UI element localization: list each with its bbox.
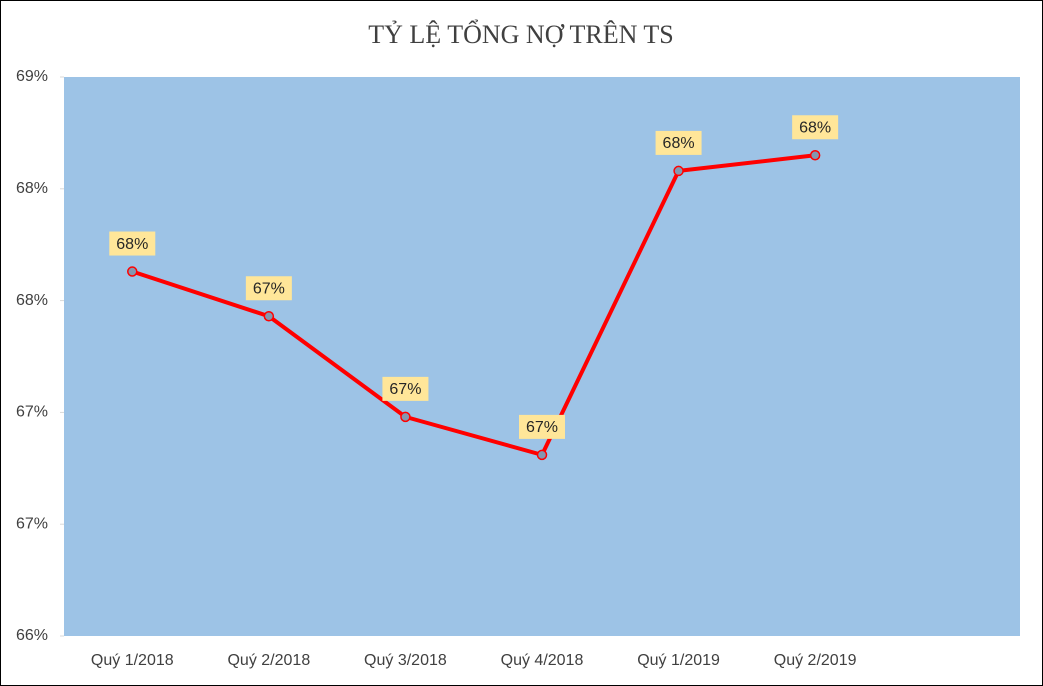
- y-tick-label: 68%: [16, 292, 48, 309]
- x-tick-label: Quý 1/2018: [91, 652, 174, 669]
- data-label-box: [382, 376, 429, 401]
- data-point: [536, 449, 548, 461]
- x-tick-label: Quý 4/2018: [501, 652, 584, 669]
- data-label-box: [109, 231, 156, 256]
- x-tick-label: Quý 1/2019: [637, 652, 720, 669]
- data-label: 68%: [663, 135, 695, 152]
- data-label-box: [792, 115, 839, 140]
- y-tick-label: 68%: [16, 180, 48, 197]
- data-label: 68%: [116, 236, 148, 253]
- y-tick-label: 67%: [16, 515, 48, 532]
- chart-title: TỶ LỆ TỔNG NỢ TRÊN TS: [368, 20, 674, 49]
- x-tick-label: Quý 3/2018: [364, 652, 447, 669]
- y-tick-label: 66%: [16, 627, 48, 644]
- data-label: 67%: [389, 381, 421, 398]
- data-point: [263, 311, 275, 322]
- data-label-box: [655, 130, 702, 155]
- data-point: [809, 150, 821, 161]
- x-tick-label: Quý 2/2019: [774, 652, 857, 669]
- data-label: 68%: [799, 119, 831, 136]
- data-label-box: [519, 414, 565, 439]
- y-tick-label: 69%: [16, 68, 48, 85]
- data-label-box: [245, 276, 292, 301]
- data-point: [127, 266, 138, 277]
- series-line: [131, 153, 816, 457]
- data-point: [673, 165, 684, 177]
- data-label: 67%: [526, 419, 558, 436]
- y-tick-label: 67%: [16, 404, 48, 421]
- x-tick-label: Quý 2/2018: [227, 652, 310, 669]
- plot-area: [64, 77, 1020, 636]
- data-label: 67%: [253, 280, 285, 297]
- data-point: [400, 411, 411, 423]
